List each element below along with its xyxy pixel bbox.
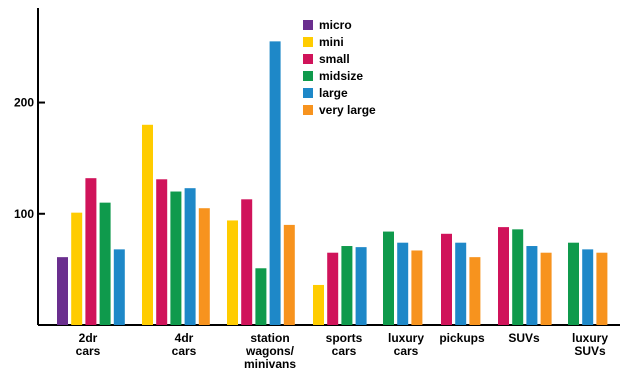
y-tick-label: 200 bbox=[14, 96, 34, 110]
bar-large-7 bbox=[582, 249, 594, 325]
category-label: station bbox=[250, 331, 289, 345]
legend-label: small bbox=[319, 52, 350, 66]
bar-small-1 bbox=[156, 179, 168, 325]
bar-large-6 bbox=[526, 246, 538, 325]
bar-large-1 bbox=[184, 188, 196, 325]
bar-midsize-2 bbox=[255, 268, 267, 325]
category-label: SUVs bbox=[574, 344, 606, 358]
legend-swatch bbox=[303, 20, 313, 30]
category-label: cars bbox=[394, 344, 419, 358]
bar-small-0 bbox=[85, 178, 97, 325]
y-axis-ticks: 100 200 bbox=[14, 96, 45, 221]
category-label: sports bbox=[326, 331, 363, 345]
bar-very-large-5 bbox=[469, 257, 481, 325]
category-label: minivans bbox=[244, 357, 296, 371]
category-label: pickups bbox=[439, 331, 485, 345]
category-label: 4dr bbox=[175, 331, 194, 345]
bar-midsize-0 bbox=[99, 202, 111, 325]
bar-mini-2 bbox=[227, 220, 238, 325]
category-label: cars bbox=[172, 344, 197, 358]
bar-large-2 bbox=[269, 41, 281, 326]
chart-bars bbox=[57, 41, 608, 326]
bar-large-0 bbox=[113, 249, 125, 325]
legend-label: very large bbox=[319, 103, 376, 117]
bar-small-3 bbox=[327, 252, 339, 325]
legend-label: mini bbox=[319, 35, 344, 49]
bar-very-large-7 bbox=[596, 252, 608, 325]
bar-small-5 bbox=[441, 233, 452, 325]
category-label: luxury bbox=[388, 331, 424, 345]
category-label: cars bbox=[332, 344, 357, 358]
bar-large-5 bbox=[455, 242, 467, 325]
bar-midsize-3 bbox=[341, 246, 353, 325]
bar-very-large-6 bbox=[540, 252, 552, 325]
category-label: 2dr bbox=[79, 331, 98, 345]
bar-mini-0 bbox=[71, 212, 83, 325]
bar-midsize-1 bbox=[170, 191, 182, 325]
bar-midsize-6 bbox=[512, 229, 524, 325]
legend-label: midsize bbox=[319, 69, 363, 83]
bar-large-3 bbox=[355, 247, 367, 325]
bar-very-large-4 bbox=[411, 250, 423, 325]
legend-swatch bbox=[303, 105, 313, 115]
y-tick-label: 100 bbox=[14, 207, 34, 221]
category-label: wagons/ bbox=[245, 344, 295, 358]
category-label: luxury bbox=[572, 331, 608, 345]
bar-large-4 bbox=[397, 242, 409, 325]
bar-small-6 bbox=[498, 227, 509, 325]
x-axis-category-labels: 2drcars4drcarsstationwagons/minivansspor… bbox=[76, 331, 609, 371]
bar-micro-0 bbox=[57, 257, 68, 325]
category-label: cars bbox=[76, 344, 101, 358]
bar-mini-3 bbox=[313, 284, 324, 325]
bar-midsize-7 bbox=[568, 242, 579, 325]
legend-swatch bbox=[303, 54, 313, 64]
chart-legend: micro mini small midsize large very large bbox=[303, 18, 376, 117]
legend-swatch bbox=[303, 88, 313, 98]
bar-mini-1 bbox=[142, 124, 153, 325]
legend-label: large bbox=[319, 86, 348, 100]
legend-swatch bbox=[303, 37, 313, 47]
category-label: SUVs bbox=[508, 331, 540, 345]
bar-very-large-1 bbox=[198, 208, 210, 325]
bar-small-2 bbox=[241, 199, 253, 325]
legend-swatch bbox=[303, 71, 313, 81]
bar-midsize-4 bbox=[383, 231, 394, 325]
legend-label: micro bbox=[319, 18, 352, 32]
bar-very-large-2 bbox=[283, 224, 295, 325]
